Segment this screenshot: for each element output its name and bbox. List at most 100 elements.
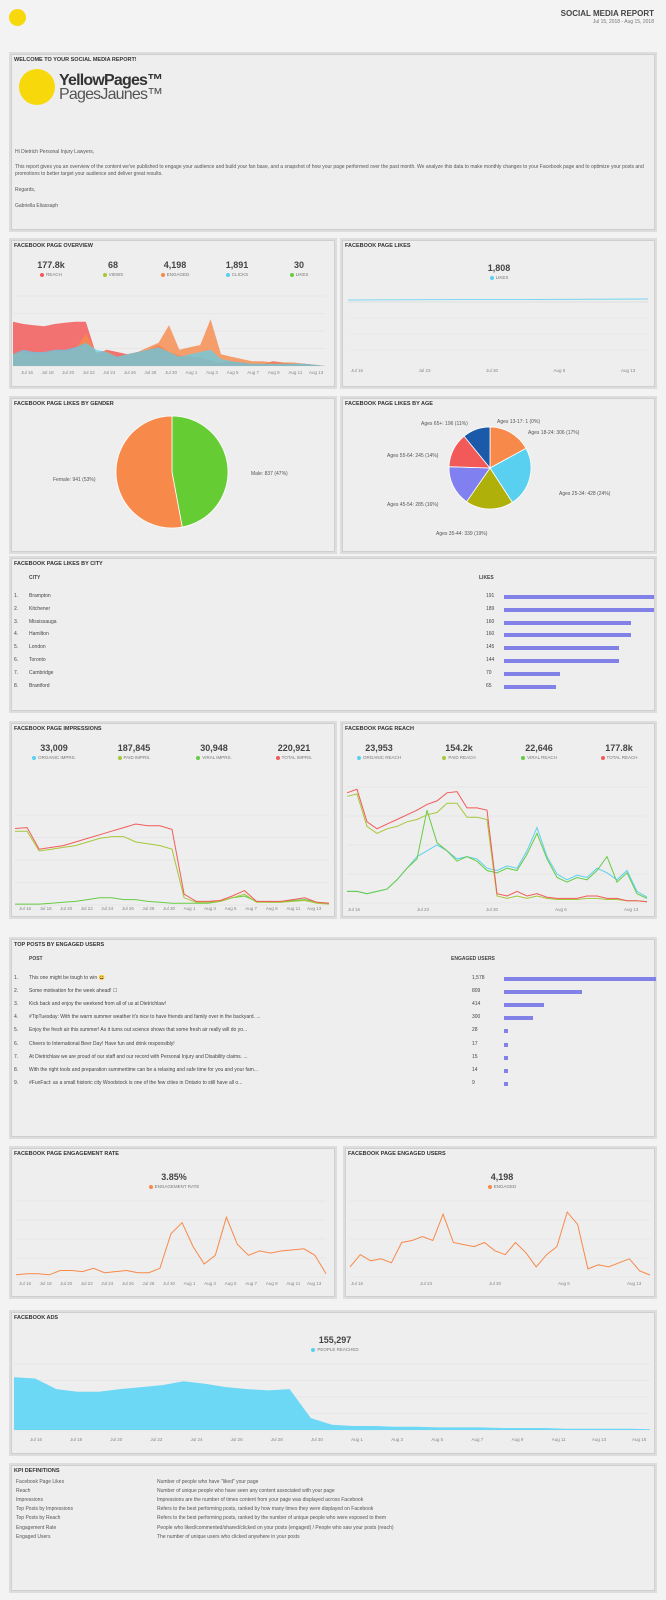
kpi-label-text: CLICKS [231,272,249,277]
x-tick-label: Aug 13 [621,368,636,373]
total-line [346,788,648,903]
kpi-value: 177.8k [605,743,633,753]
kpi-tile: 154.2k PAID REACH [424,743,494,760]
reach-panel: FACEBOOK PAGE REACH 23,953 ORGANIC REACH 1… [340,721,657,919]
kpi-label-text: PAID REACH [448,755,476,760]
engaged-bar [504,990,582,995]
row-rank: 1. [14,975,19,981]
x-tick-label: Jul 16 [19,906,32,911]
ads-kpi: 155,297 PEOPLE REACHED [300,1335,370,1352]
kpi-definitions-list: Facebook Page Likes Number of people who … [14,1479,654,1579]
city-col-header: CITY [29,575,41,581]
kpi-value: 154.2k [445,743,473,753]
city-likes: 191 [486,593,495,599]
table-row: 1. This one might be tough to win 😄 1,578 [14,975,656,987]
kpi-value: 30 [293,260,304,270]
x-tick-label: Aug 6 [553,368,566,373]
table-row: 9. #FunFact: as a small historic city Woo… [14,1080,654,1092]
engagement-rate-line-chart [15,1200,327,1278]
x-tick-label: Aug 13 [591,1437,607,1442]
engagement-rate-value: 3.85% [161,1172,187,1182]
kpi-tile: 177.8k REACH [16,260,86,277]
table-row: 5. Enjoy the fresh air this summer! As it… [14,1027,654,1039]
row-rank: 9. [14,1079,19,1086]
kpi-label: ORGANIC REACH [344,755,414,760]
kpi-label: PAID IMPRS. [99,755,169,760]
city-likes: 160 [486,618,495,625]
x-tick-label: Aug 9 [265,906,278,911]
likes-kpi-value: 1,808 [487,263,511,273]
likes-line-chart [347,298,649,351]
city-name: London [29,644,46,651]
likes-bar [504,671,560,676]
kpi-tile: 22,646 VIRAL REACH [504,743,574,760]
engagement-rate-label: ENGAGEMENT RATE [139,1184,209,1189]
pie-slice [489,426,527,469]
total-line [14,823,330,904]
engaged-bar [504,1081,508,1086]
x-tick-label: Aug 11 [286,906,301,911]
row-rank: 2. [14,605,19,612]
x-tick-label: Aug 3 [204,906,216,911]
kpi-def-term: Engaged Users [16,1533,51,1540]
age-label-45-54: Ages 45-54: 285 (16%) [387,502,439,508]
top-posts-panel: TOP POSTS BY ENGAGED USERS POST ENGAGED … [9,937,657,1139]
age-title: FACEBOOK PAGE LIKES BY AGE [345,401,433,407]
x-tick-label: Jul 30 [310,1437,323,1442]
kpi-tile: 187,845 PAID IMPRS. [99,743,169,760]
table-row: 5. London 145 [14,644,654,656]
x-tick-label: Aug 1 [183,906,196,911]
x-tick-label: Jul 22 [82,370,95,375]
kpi-tile: 68 VIEWS [78,260,148,277]
x-tick-label: Aug 3 [391,1437,403,1442]
x-tick-label: Aug 7 [245,906,258,911]
legend-dot-icon [225,272,230,277]
x-tick-label: Aug 13 [307,1281,322,1286]
x-tick-label: Aug 5 [226,370,239,375]
age-label-13-17: Ages 13-17: 1 (0%) [497,419,541,425]
greeting: Hi Dietrich Personal Injury Lawyers, [15,149,95,155]
engagement-rate-title: FACEBOOK PAGE ENGAGEMENT RATE [14,1151,119,1157]
viral-line [15,895,330,905]
x-tick-label: Aug 6 [555,907,567,912]
table-row: 8. Brantford 65 [14,683,654,695]
report-dates: Jul 15, 2018 - Aug 15, 2018 [592,19,654,25]
age-panel: FACEBOOK PAGE LIKES BY AGE Ages 13-17: 1… [340,396,657,554]
city-name: Cambridge [29,669,54,676]
post-engaged: 9 [472,1079,475,1086]
kpi-def-description: Refers to the best performing posts, ran… [157,1506,374,1513]
brand-line-2: PagesJaunes™ [59,86,163,103]
welcome-body: This report gives you an overview of the… [15,164,644,177]
kpi-tile: 30 LIKES [264,260,334,277]
row-rank: 8. [14,682,19,689]
x-tick-label: Aug 9 [265,1281,278,1286]
table-row: 8. With the right tools and preparation s… [14,1067,654,1079]
legend-dot-icon [102,272,107,277]
post-engaged: 17 [472,1040,478,1047]
kpi-label-text: ORGANIC IMPRS. [38,755,76,760]
legend-dot-icon [196,755,201,760]
city-name: Brampton [29,593,51,599]
row-rank: 8. [14,1066,19,1073]
kpi-label-text: ENGAGED [166,272,190,277]
engaged-users-value: 4,198 [490,1172,514,1182]
engagement-rate-kpi: 3.85% ENGAGEMENT RATE [139,1172,209,1189]
kpi-label-text: TOTAL REACH [606,755,638,760]
x-tick-label: Aug 11 [288,370,303,375]
ads-kpi-label: PEOPLE REACHED [300,1347,370,1352]
legend-dot-icon [289,272,294,277]
age-label-35-44: Ages 35-44: 339 (19%) [436,531,488,537]
engaged-bar [504,1016,533,1021]
kpi-label: PAID REACH [424,755,494,760]
kpi-tile: 220,921 TOTAL IMPRS. [259,743,329,760]
engaged-bar [504,1042,508,1047]
paid-line [346,793,648,903]
female-label: Female: 941 (53%) [53,477,96,483]
age-label-25-34: Ages 25-34: 428 (24%) [559,491,611,497]
ads-panel: FACEBOOK ADS 155,297 PEOPLE REACHED Jul … [9,1310,657,1456]
engaged-col-header: ENGAGED USERS [451,956,495,962]
report-title: SOCIAL MEDIA REPORT [560,9,654,18]
pie-slice [489,447,532,503]
age-label-65-plus: Ages 65+: 196 (11%) [421,421,468,427]
likes-kpi-label: LIKES [464,275,534,280]
